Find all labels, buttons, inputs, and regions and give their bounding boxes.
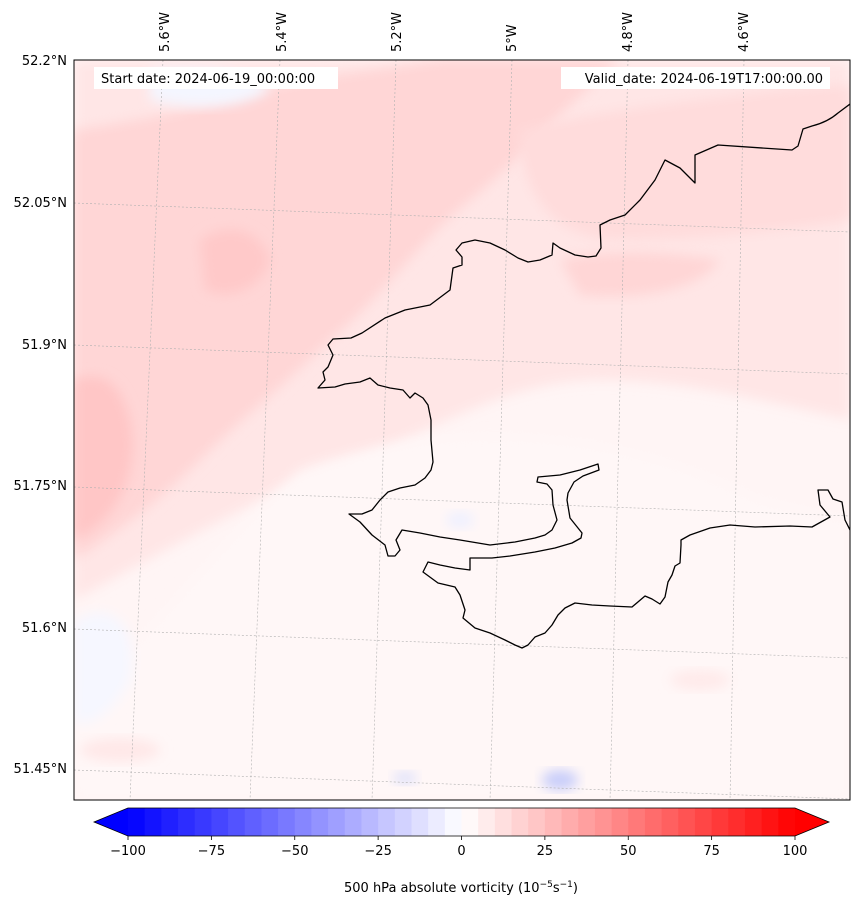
colorbar-segment: [228, 808, 246, 836]
lon-label: 5.4°W: [275, 12, 290, 52]
colorbar-segment: [544, 808, 563, 836]
colorbar-segment: [244, 808, 262, 836]
colorbar-ticks: −100 −75 −50 −25 0 25 50 75 100: [110, 836, 807, 859]
colorbar-segments: [128, 808, 796, 836]
colorbar-high-extend: [795, 808, 829, 836]
colorbar-segment: [194, 808, 212, 836]
lon-label: 5°W: [505, 24, 520, 52]
colorbar-segment: [744, 808, 763, 836]
colorbar-segment: [294, 808, 312, 836]
gridlines: [74, 60, 850, 800]
colorbar-segment: [478, 808, 496, 836]
colorbar-segment: [694, 808, 713, 836]
colorbar-segment: [378, 808, 396, 836]
colorbar-segment: [494, 808, 513, 836]
colorbar-segment: [394, 808, 412, 836]
colorbar-segment: [211, 808, 229, 836]
coastline: [317, 103, 850, 649]
meridian-line: [729, 60, 745, 800]
colorbar-segment: [761, 808, 779, 836]
colorbar-segment: [144, 808, 162, 836]
colorbar-segment: [511, 808, 529, 836]
lat-label: 52.05°N: [14, 196, 67, 211]
colorbar-segment: [428, 808, 446, 836]
colorbar-segment: [178, 808, 196, 836]
lon-label: 5.6°W: [158, 12, 173, 52]
lat-label: 52.2°N: [22, 54, 67, 69]
meridian-line: [249, 60, 281, 800]
colorbar-segment: [778, 808, 796, 836]
colorbar-segment: [444, 808, 462, 836]
colorbar-tick-label: 75: [703, 844, 720, 859]
colorbar-segment: [461, 808, 479, 836]
colorbar-tick-label: −25: [364, 844, 391, 859]
colorbar-segment: [561, 808, 579, 836]
lat-label: 51.6°N: [22, 621, 67, 636]
colorbar-segment: [128, 808, 146, 836]
longitude-labels: 5.6°W 5.4°W 5.2°W 5°W 4.8°W 4.6°W: [158, 12, 752, 52]
colorbar-segment: [728, 808, 746, 836]
colorbar-segment: [261, 808, 279, 836]
colorbar-segment: [578, 808, 596, 836]
coastline-north: [317, 103, 850, 649]
colorbar-segment: [311, 808, 329, 836]
colorbar-label: 500 hPa absolute vorticity (10−5s−1): [344, 880, 578, 896]
lat-label: 51.75°N: [14, 479, 67, 494]
valid-date-text: Valid_date: 2024-06-19T17:00:00.00: [585, 72, 823, 87]
parallel-line: [74, 486, 850, 517]
parallel-line: [74, 344, 850, 375]
vorticity-field: [74, 60, 850, 800]
parallel-line: [74, 769, 850, 800]
valid-date-box: Valid_date: 2024-06-19T17:00:00.00: [561, 67, 830, 89]
map-frame: [73, 59, 851, 801]
lon-label: 5.2°W: [390, 12, 405, 52]
colorbar-segment: [344, 808, 362, 836]
colorbar-segment: [611, 808, 629, 836]
lat-label: 51.45°N: [14, 762, 67, 777]
start-date-box: Start date: 2024-06-19_00:00:00: [94, 67, 338, 89]
colorbar-tick-label: −75: [198, 844, 225, 859]
colorbar-segment: [594, 808, 613, 836]
colorbar-segment: [528, 808, 546, 836]
lon-label: 4.6°W: [737, 12, 752, 52]
colorbar-tick-label: −100: [110, 844, 146, 859]
colorbar: −100 −75 −50 −25 0 25 50 75 100 500 hPa absolute…: [92, 807, 831, 896]
meridian-line: [609, 60, 629, 800]
colorbar-segment: [644, 808, 663, 836]
colorbar-segment: [711, 808, 729, 836]
colorbar-segment: [628, 808, 646, 836]
meridian-line: [489, 60, 513, 800]
colorbar-segment: [661, 808, 679, 836]
lon-label: 4.8°W: [621, 12, 636, 52]
meridian-line: [371, 60, 397, 800]
colorbar-tick-label: 25: [537, 844, 554, 859]
colorbar-tick-label: 100: [783, 844, 808, 859]
colorbar-segment: [161, 808, 179, 836]
colorbar-tick-label: −50: [281, 844, 308, 859]
colorbar-low-extend: [94, 808, 128, 836]
colorbar-tick-label: 0: [457, 844, 465, 859]
colorbar-segment: [328, 808, 346, 836]
colorbar-segment: [678, 808, 696, 836]
colorbar-segment: [361, 808, 379, 836]
parallel-line: [74, 628, 850, 659]
colorbar-segment: [278, 808, 296, 836]
meridian-line: [129, 60, 164, 800]
colorbar-tick-label: 50: [620, 844, 637, 859]
start-date-text: Start date: 2024-06-19_00:00:00: [101, 72, 315, 87]
lat-label: 51.9°N: [22, 338, 67, 353]
parallel-line: [74, 202, 850, 233]
latitude-labels: 52.2°N 52.05°N 51.9°N 51.75°N 51.6°N 51.…: [14, 54, 67, 777]
colorbar-segment: [411, 808, 429, 836]
